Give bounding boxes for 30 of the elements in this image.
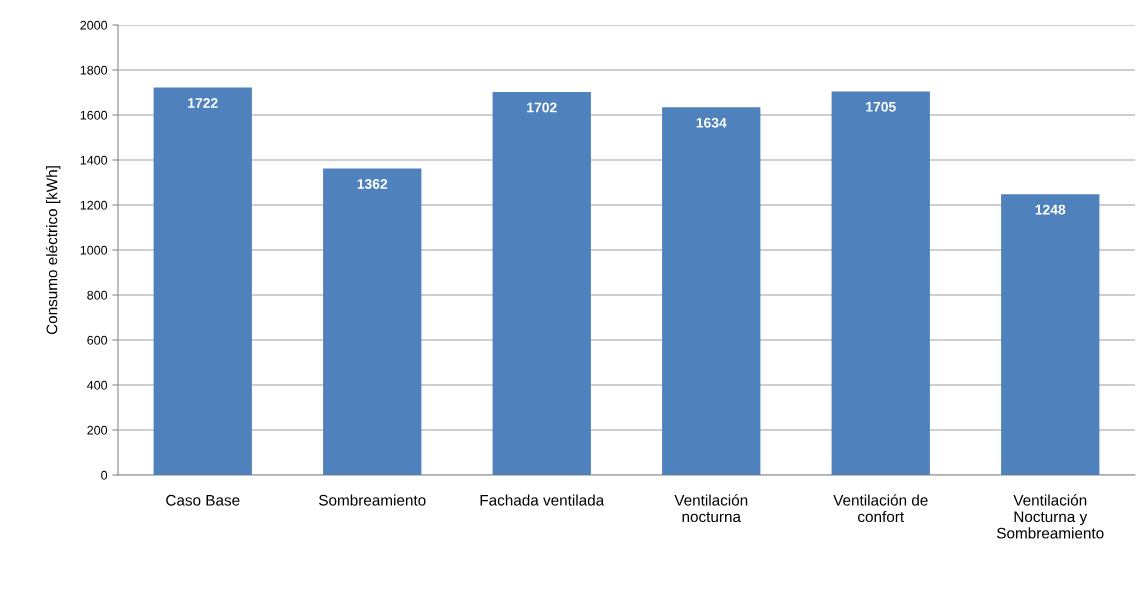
x-tick-label: Ventilación de confort [833, 494, 928, 523]
y-tick-label: 600 [87, 335, 108, 345]
data-label: 1705 [866, 101, 896, 112]
y-tick-label: 0 [101, 470, 108, 480]
y-tick-label: 2000 [80, 20, 108, 30]
data-label: 1634 [696, 117, 727, 128]
data-label: 1362 [357, 179, 388, 189]
x-tick-label: Ventilación Nocturna y Sombreamiento [997, 494, 1104, 539]
bar [323, 168, 422, 475]
bar [831, 91, 930, 475]
y-tick-label: 200 [87, 425, 108, 435]
bar [492, 92, 591, 475]
data-label: 1722 [188, 98, 218, 108]
data-label: 1248 [1035, 204, 1066, 215]
y-tick-label: 800 [87, 290, 108, 300]
x-tick-label: Ventilación nocturna [674, 494, 748, 523]
x-tick-label: Sombreamiento [319, 494, 426, 506]
data-label: 1702 [527, 102, 557, 113]
y-tick-label: 1800 [80, 65, 108, 75]
y-tick-label: 400 [87, 380, 108, 390]
bar [662, 107, 761, 475]
y-tick-label: 1600 [80, 110, 108, 120]
y-axis-title: Consumo eléctrico [kWh] [45, 166, 61, 335]
x-tick-label: Caso Base [166, 494, 240, 506]
bar [153, 87, 252, 475]
y-tick-label: 1000 [80, 245, 108, 255]
x-tick-label: Fachada ventilada [480, 494, 605, 506]
y-tick-label: 1400 [80, 155, 108, 165]
y-tick-label: 1200 [80, 200, 108, 210]
bar [1001, 194, 1100, 475]
